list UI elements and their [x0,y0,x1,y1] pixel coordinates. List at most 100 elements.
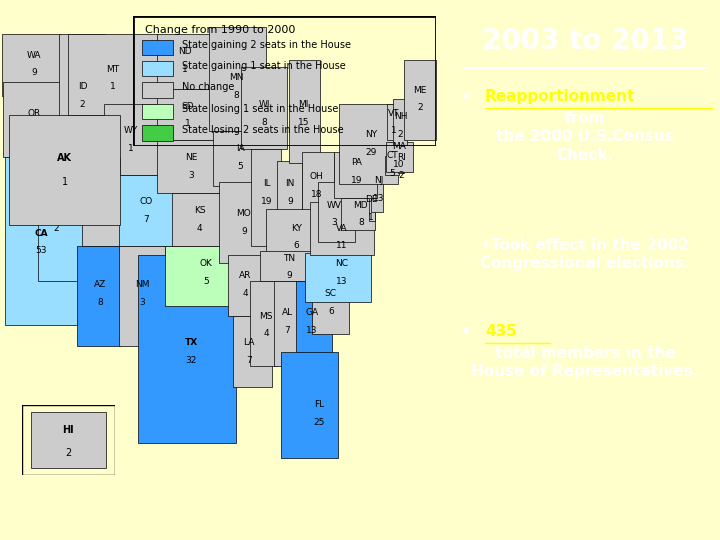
Text: SD: SD [181,102,194,111]
Text: NE: NE [185,153,197,162]
Text: 9: 9 [241,227,247,236]
Text: MO: MO [236,210,251,218]
Text: 13: 13 [336,276,347,286]
Bar [310,201,374,254]
Text: 3: 3 [99,206,104,215]
Text: LA: LA [243,338,255,347]
Text: 7: 7 [284,326,290,335]
Text: 10: 10 [393,160,405,169]
Text: No change: No change [181,83,234,92]
Text: 4: 4 [197,224,202,233]
Text: 2: 2 [398,171,404,180]
Text: State losing 1 seat in the House: State losing 1 seat in the House [181,104,338,114]
Bar [274,281,301,366]
Text: MA: MA [392,143,406,151]
Bar [31,412,106,468]
Text: 1: 1 [109,82,115,91]
Text: IN: IN [286,179,295,188]
Text: 29: 29 [366,147,377,157]
Text: 4: 4 [243,289,248,298]
Text: total members in the
House of Representatives.: total members in the House of Representa… [472,346,698,379]
Text: 9: 9 [31,68,37,77]
Text: WI: WI [258,100,270,109]
Text: 8: 8 [358,218,364,227]
Bar [58,34,105,158]
Text: 4: 4 [264,329,269,339]
Text: IL: IL [264,179,271,188]
Text: 5: 5 [237,162,243,171]
Bar [369,196,375,221]
Text: 19: 19 [261,197,273,206]
Text: NJ: NJ [374,176,384,185]
Bar [339,104,398,184]
Bar [82,158,120,246]
Text: 1: 1 [184,119,190,129]
Bar [138,254,236,443]
Bar [312,278,348,334]
Text: 1: 1 [62,177,68,187]
Text: 2: 2 [53,224,59,233]
Bar [172,193,228,246]
Text: 19: 19 [351,176,362,185]
Text: 18: 18 [311,190,323,199]
Bar [341,198,375,230]
Text: •Took effect in the 2002
Congressional elections.: •Took effect in the 2002 Congressional e… [480,238,690,271]
Bar [37,158,83,281]
Text: 2: 2 [417,104,423,112]
Bar [157,140,222,193]
Bar [384,156,399,175]
Bar [233,316,271,387]
Text: •: • [461,89,472,107]
Bar [213,131,262,186]
Bar [260,251,325,281]
Text: NV: NV [49,206,63,215]
Text: 1: 1 [369,213,374,222]
Bar [398,158,404,173]
Bar [281,352,338,457]
Text: UT: UT [95,188,107,197]
Bar [386,141,413,172]
Text: State gaining 1 seat in the House: State gaining 1 seat in the House [181,61,346,71]
Text: Change from 1990 to 2000: Change from 1990 to 2000 [145,25,296,35]
Bar [251,148,282,246]
Text: MS: MS [259,312,273,321]
Text: 8: 8 [233,91,239,100]
Text: 5: 5 [390,169,395,178]
Text: AL: AL [282,308,293,318]
Bar [143,104,173,119]
Text: 3: 3 [140,298,145,307]
Text: 1: 1 [391,126,397,136]
Text: CT: CT [387,151,398,160]
Bar [165,246,230,306]
Text: WV: WV [326,200,341,210]
Bar [76,246,120,346]
Text: IA: IA [235,144,244,153]
Text: 7: 7 [246,356,252,365]
Bar [295,281,331,362]
Bar [120,246,165,346]
Text: AK: AK [58,153,72,163]
Bar [240,68,287,148]
Text: 1: 1 [182,65,188,73]
Bar [120,175,173,246]
Text: ME: ME [413,86,427,95]
Text: HI: HI [63,424,74,435]
Bar [371,168,383,212]
Text: OR: OR [27,109,40,118]
Text: from
the 2000 U.S.Census
Check.: from the 2000 U.S.Census Check. [496,111,674,163]
Text: 435: 435 [485,324,517,339]
Text: State losing 2 seats in the House: State losing 2 seats in the House [181,125,343,135]
Text: 2: 2 [66,448,71,458]
Bar [157,89,215,140]
Text: 25: 25 [313,418,325,427]
Text: 13: 13 [373,193,384,202]
Text: 11: 11 [336,241,347,250]
Bar [266,208,323,254]
Text: AR: AR [239,271,251,280]
Text: OK: OK [200,259,212,268]
Text: 1: 1 [128,144,134,153]
Bar [318,182,355,242]
Text: 3: 3 [189,171,194,180]
Bar [289,60,320,163]
Bar [157,34,213,89]
